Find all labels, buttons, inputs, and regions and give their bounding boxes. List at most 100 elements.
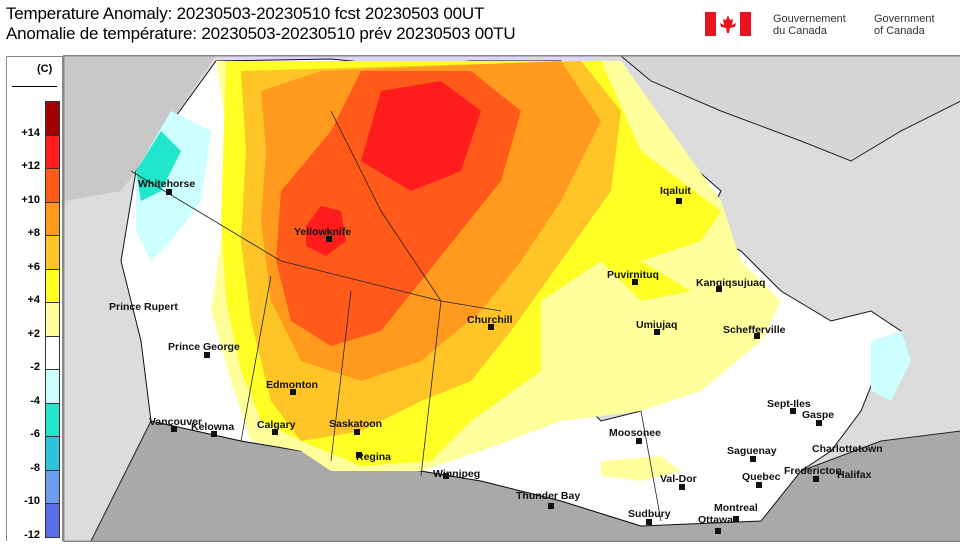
gov-fr-line1: Gouvernement	[773, 13, 846, 25]
provincial-borders	[130, 110, 662, 522]
legend-divider	[12, 86, 57, 87]
city-label: Charlottetown	[812, 443, 883, 455]
city-marker	[211, 431, 217, 437]
city-label: Kelowna	[191, 421, 234, 433]
legend-band	[45, 268, 60, 303]
anomaly-plus12	[306, 81, 481, 256]
city-marker	[679, 484, 685, 490]
legend-tick-label: +4	[27, 294, 40, 306]
header: Temperature Anomaly: 20230503-20230510 f…	[0, 0, 960, 52]
legend-band	[45, 201, 60, 236]
city-label: Kangiqsujuaq	[696, 277, 765, 289]
city-marker	[756, 482, 762, 488]
city-label: Yellowknife	[294, 226, 351, 238]
legend-unit: (C)	[37, 63, 53, 75]
anomaly-plus2-ontario	[601, 456, 681, 481]
anomaly-minus4-newfoundland	[871, 331, 911, 401]
city-marker	[488, 324, 494, 330]
city-label: Vancouver	[149, 416, 202, 428]
legend-tick-label: -6	[30, 428, 40, 440]
legend-band	[45, 369, 60, 404]
city-label: Winnipeg	[433, 468, 480, 480]
city-marker	[654, 329, 660, 335]
legend-tick-label: +10	[21, 193, 40, 206]
city-marker	[204, 352, 210, 358]
city-label: Fredericton	[784, 465, 842, 477]
city-marker	[733, 516, 739, 522]
legend-band	[45, 436, 60, 471]
city-labels: Whitehorse Yellowknife Prince Rupert Prince…	[109, 178, 883, 534]
legend-tick-label: -10	[24, 495, 40, 507]
gov-fr-line2: du Canada	[773, 25, 827, 37]
legend-band	[45, 302, 60, 337]
city-marker	[326, 236, 332, 242]
city-label: Val-Dor	[660, 473, 697, 485]
city-label: Ottawa	[698, 514, 733, 526]
city-marker	[272, 429, 278, 435]
city-label: Saskatoon	[329, 418, 382, 430]
legend-tick-label: -8	[30, 461, 40, 474]
title-french: Anomalie de température: 20230503-202305…	[6, 24, 516, 43]
city-marker	[356, 452, 362, 458]
city-marker	[443, 473, 449, 479]
city-marker	[171, 426, 177, 432]
legend-tick-label: +14	[21, 126, 40, 139]
gov-en-line1: Government	[874, 13, 935, 25]
legend-tick-label: +8	[27, 227, 40, 239]
city-label: Sudbury	[628, 508, 671, 520]
city-marker	[715, 528, 721, 534]
city-marker	[676, 198, 682, 204]
color-legend: (C) +14 +12 +10 +8 +6 +4 +2 -2 -4 -6 -8 -10 -12	[6, 56, 63, 541]
city-label: Whitehorse	[138, 178, 195, 190]
legend-tick-label: -4	[30, 394, 40, 407]
legend-tick-label: +2	[27, 327, 40, 340]
city-marker	[632, 279, 638, 285]
city-label: Calgary	[257, 419, 296, 431]
legend-band	[45, 469, 60, 504]
city-marker	[646, 519, 652, 525]
city-marker	[166, 189, 172, 195]
legend-tick-label: +12	[21, 160, 40, 172]
government-wordmark-french: Gouvernement du Canada	[773, 13, 846, 37]
city-label: Churchill	[467, 314, 513, 326]
city-marker	[816, 420, 822, 426]
city-label: Schefferville	[723, 324, 786, 336]
city-marker	[790, 408, 796, 414]
legend-tick-label: -2	[30, 361, 40, 373]
map-canvas: Whitehorse Yellowknife Prince Rupert Prince…	[63, 55, 960, 542]
greenland-land	[619, 55, 960, 162]
gov-en-line2: of Canada	[874, 25, 925, 37]
legend-band	[45, 134, 60, 169]
legend-tick-label: +6	[27, 260, 40, 273]
city-label: Saguenay	[727, 445, 777, 457]
city-marker	[290, 389, 296, 395]
city-label: Quebec	[742, 471, 781, 483]
city-label: Edmonton	[266, 379, 318, 391]
title-english: Temperature Anomaly: 20230503-20230510 f…	[6, 4, 485, 23]
city-label: Gaspe	[802, 409, 834, 421]
city-marker	[813, 476, 819, 482]
canada-flag-icon	[705, 12, 751, 36]
legend-band	[45, 235, 60, 270]
city-label: Puvirnituq	[607, 269, 659, 281]
city-marker	[716, 286, 722, 292]
city-marker	[354, 429, 360, 435]
city-label: Halifax	[837, 469, 872, 481]
anomaly-minus6-yukon	[136, 131, 181, 201]
legend-band	[45, 335, 60, 370]
city-label: Sept-Iles	[767, 398, 811, 410]
city-label: Moosonee	[609, 427, 661, 439]
government-wordmark-english: Government of Canada	[874, 13, 935, 37]
city-marker	[636, 438, 642, 444]
city-label: Prince George	[168, 341, 240, 353]
alaska-land	[64, 56, 216, 201]
city-marker	[754, 333, 760, 339]
city-label: Montreal	[714, 502, 758, 514]
city-label: Prince Rupert	[109, 301, 178, 313]
city-marker	[548, 503, 554, 509]
legend-band	[45, 402, 60, 437]
legend-tick-label: -12	[24, 528, 40, 541]
legend-band	[45, 101, 60, 136]
city-label: Thunder Bay	[516, 490, 580, 502]
legend-band	[45, 503, 60, 538]
